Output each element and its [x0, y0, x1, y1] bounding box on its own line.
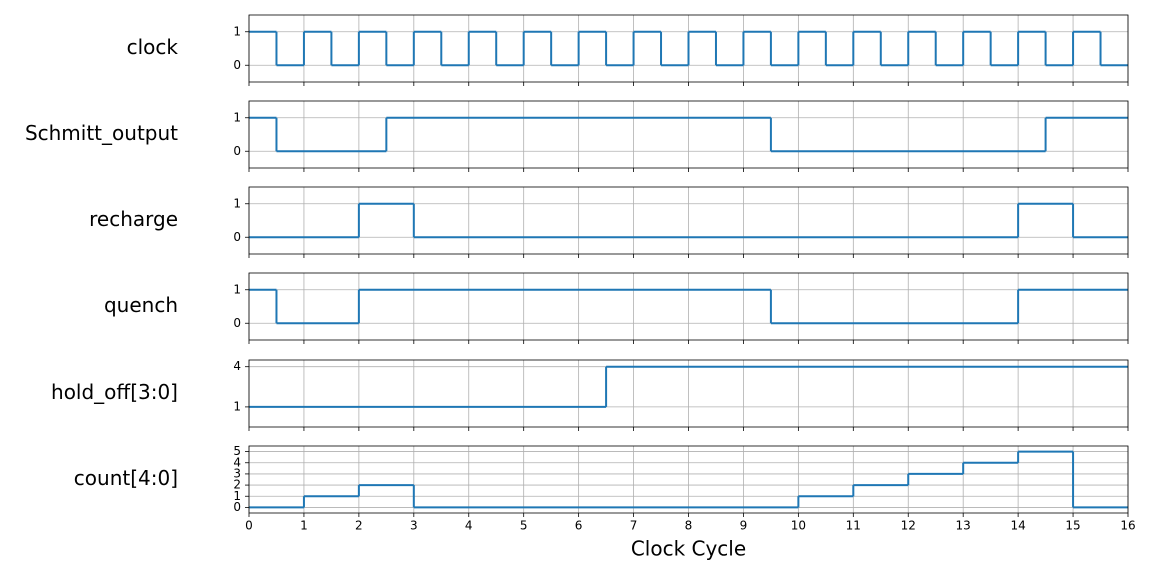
x-tick-label: 2: [355, 519, 363, 533]
x-tick-label: 13: [956, 519, 971, 533]
x-tick-label: 9: [740, 519, 748, 533]
y-tick-label: 1: [233, 24, 241, 38]
x-tick-label: 3: [410, 519, 418, 533]
y-tick-label: 0: [233, 144, 241, 158]
x-tick-label: 15: [1065, 519, 1080, 533]
plot-frame: [248, 186, 1129, 255]
x-tick-label: 10: [791, 519, 806, 533]
y-tick-label: 3: [233, 466, 241, 480]
y-tick-label: 1: [233, 399, 241, 413]
plot-frame: [248, 100, 1129, 169]
plot-frame: [248, 445, 1129, 514]
x-tick-label: 1: [300, 519, 308, 533]
x-tick-label: 16: [1120, 519, 1135, 533]
y-tick-label: 0: [233, 230, 241, 244]
y-tick-label: 1: [233, 196, 241, 210]
plot-frame: [248, 359, 1129, 428]
y-tick-label: 2: [233, 478, 241, 492]
y-axis-label: quench: [104, 293, 178, 317]
x-tick-label: 5: [520, 519, 528, 533]
y-axis-label: count[4:0]: [74, 466, 178, 490]
x-tick-label: 0: [245, 519, 253, 533]
y-tick-label: 5: [233, 444, 241, 458]
y-axis-label: Schmitt_output: [25, 121, 178, 145]
x-tick-label: 11: [846, 519, 861, 533]
y-tick-label: 1: [233, 489, 241, 503]
y-tick-label: 4: [233, 359, 241, 373]
y-tick-label: 1: [233, 110, 241, 124]
x-tick-label: 8: [685, 519, 693, 533]
x-tick-label: 14: [1010, 519, 1025, 533]
x-axis-label: Clock Cycle: [631, 537, 746, 561]
y-tick-label: 0: [233, 500, 241, 514]
x-tick-label: 6: [575, 519, 583, 533]
plot-frame: [248, 14, 1129, 83]
y-tick-label: 0: [233, 316, 241, 330]
y-axis-label: clock: [127, 35, 179, 59]
y-tick-label: 4: [233, 455, 241, 469]
y-tick-label: 1: [233, 282, 241, 296]
x-tick-label: 7: [630, 519, 638, 533]
plot-frame: [248, 272, 1129, 341]
y-axis-label: hold_off[3:0]: [51, 380, 178, 404]
x-tick-label: 12: [901, 519, 916, 533]
x-tick-label: 4: [465, 519, 473, 533]
y-axis-label: recharge: [89, 207, 178, 231]
y-tick-label: 0: [233, 58, 241, 72]
